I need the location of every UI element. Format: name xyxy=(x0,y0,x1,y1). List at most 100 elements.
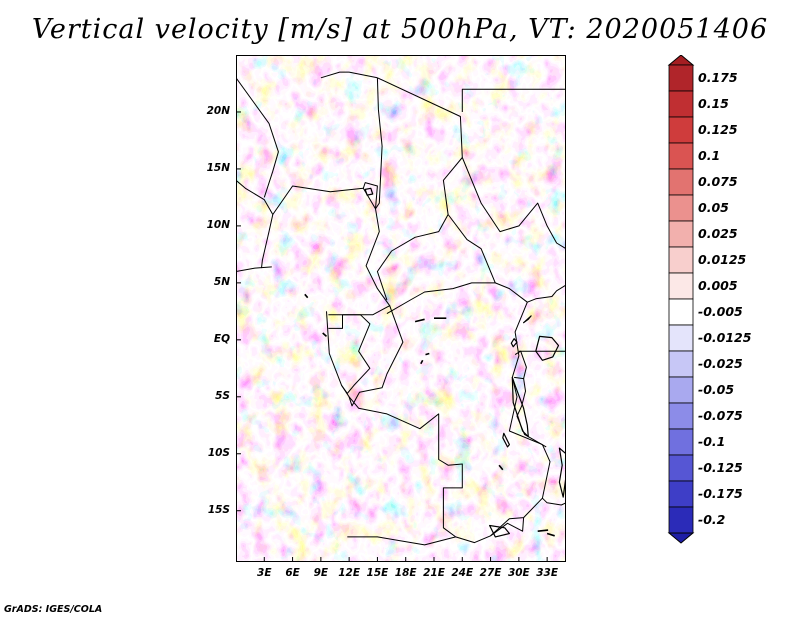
lake-outlines xyxy=(364,187,566,538)
lon-tick-label: 3E xyxy=(257,567,272,579)
colorbar-swatch xyxy=(668,90,694,118)
lon-tick-label: 18E xyxy=(394,567,417,579)
lat-tick-label: EQ xyxy=(213,332,230,345)
country-boundary xyxy=(490,517,525,537)
colorbar-level-label: -0.0125 xyxy=(698,330,752,345)
contour-streak xyxy=(498,464,504,471)
contour-streak xyxy=(414,318,425,323)
colorbar-level-label: 0.005 xyxy=(698,278,738,293)
lon-tick-label: 9E xyxy=(313,567,329,579)
chart-title: Vertical velocity [m/s] at 500hPa, VT: 2… xyxy=(31,14,769,45)
contour-streak xyxy=(420,359,424,365)
colorbar-swatch xyxy=(668,376,694,404)
lake-outline xyxy=(511,376,529,438)
lon-tick-label: 24E xyxy=(451,567,474,579)
lake-outline xyxy=(510,338,518,348)
country-boundary xyxy=(514,350,527,380)
lat-tick-label: 15N xyxy=(206,161,230,174)
colorbar-swatch xyxy=(668,402,694,430)
lon-tick-label: 27E xyxy=(479,567,502,579)
contour-streak xyxy=(546,532,555,537)
country-boundary xyxy=(236,77,279,198)
vertical-velocity-field xyxy=(236,55,566,562)
colorbar-level-label: 0.175 xyxy=(698,70,738,85)
lake-outline xyxy=(489,524,510,538)
lake-outline xyxy=(535,335,560,361)
colorbar-level-label: -0.125 xyxy=(698,460,743,475)
country-boundary xyxy=(376,214,449,301)
country-boundary xyxy=(236,266,272,272)
lat-tick-label: 10S xyxy=(207,446,230,459)
lat-tick-label: 15S xyxy=(207,503,230,516)
map-frame xyxy=(236,55,566,562)
lon-tick-label: 6E xyxy=(285,567,300,579)
country-boundary xyxy=(542,497,566,506)
contour-streak xyxy=(537,529,549,532)
colorbar-level-label: -0.175 xyxy=(698,486,743,501)
country-boundary xyxy=(461,88,566,112)
country-boundary xyxy=(362,182,378,209)
colorbar-swatch xyxy=(668,324,694,352)
colorbar-over-arrow xyxy=(667,55,695,66)
colorbar-level-label: -0.025 xyxy=(698,356,743,371)
colorbar-level-label: 0.125 xyxy=(698,122,738,137)
lon-tick-label: 33E xyxy=(536,567,559,579)
colorbar xyxy=(667,55,695,544)
lon-tick-label: 12E xyxy=(338,567,361,579)
colorbar-swatch xyxy=(668,246,694,274)
colorbar-swatch xyxy=(668,220,694,248)
colorbar-level-label: 0.15 xyxy=(698,96,729,111)
contour-streak xyxy=(322,332,328,337)
colorbar-swatch xyxy=(668,298,694,326)
lat-tick-label: 5S xyxy=(215,389,230,402)
colorbar-swatch xyxy=(668,454,694,482)
country-boundary xyxy=(375,77,383,210)
lake-outline xyxy=(558,447,566,498)
map-panel xyxy=(236,55,566,562)
colorbar-level-label: -0.005 xyxy=(698,304,743,319)
colorbar-swatch xyxy=(668,272,694,300)
colorbar-level-label: 0.0125 xyxy=(698,252,747,267)
country-boundary xyxy=(320,71,378,79)
colorbar-swatch xyxy=(668,506,694,534)
colorbar-swatch xyxy=(668,350,694,378)
colorbar-swatch xyxy=(668,194,694,222)
colorbar-swatch xyxy=(668,480,694,508)
lat-tick-label: 5N xyxy=(213,275,230,288)
colorbar-swatch xyxy=(668,142,694,170)
colorbar-level-label: -0.2 xyxy=(698,512,726,527)
contour-streak xyxy=(304,293,309,299)
grads-credit: GrADS: IGES/COLA xyxy=(4,604,103,615)
colorbar-level-label: -0.1 xyxy=(698,434,726,449)
colorbar-swatch xyxy=(668,428,694,456)
colorbar-level-label: -0.05 xyxy=(698,382,735,397)
colorbar-level-label: 0.1 xyxy=(698,148,721,163)
colorbar-under-arrow xyxy=(667,532,695,544)
lake-outline xyxy=(502,432,510,448)
colorbar-level-label: 0.025 xyxy=(698,226,738,241)
colorbar-level-label: -0.075 xyxy=(698,408,743,423)
lon-tick-label: 21E xyxy=(423,567,445,579)
colorbar-level-label: 0.075 xyxy=(698,174,738,189)
country-boundary xyxy=(348,305,404,407)
colorbar-swatch xyxy=(668,64,694,92)
lat-tick-label: 10N xyxy=(206,218,230,231)
country-boundaries xyxy=(236,71,566,546)
lake-outline xyxy=(523,315,532,324)
colorbar-swatch xyxy=(668,116,694,144)
lon-tick-label: 30E xyxy=(507,567,530,579)
country-boundary xyxy=(461,157,566,250)
lat-tick-label: 20N xyxy=(206,104,230,117)
country-boundary xyxy=(341,314,371,394)
country-boundary xyxy=(326,311,463,546)
contour-streak xyxy=(425,352,430,356)
contour-streaks xyxy=(304,293,555,537)
country-boundary xyxy=(455,284,566,544)
country-boundary xyxy=(377,77,496,315)
colorbar-swatch xyxy=(668,168,694,196)
country-boundary xyxy=(272,185,391,316)
country-boundary xyxy=(236,179,274,269)
lake-outline xyxy=(364,187,374,196)
colorbar-level-label: 0.05 xyxy=(698,200,729,215)
lon-tick-label: 15E xyxy=(366,567,389,579)
